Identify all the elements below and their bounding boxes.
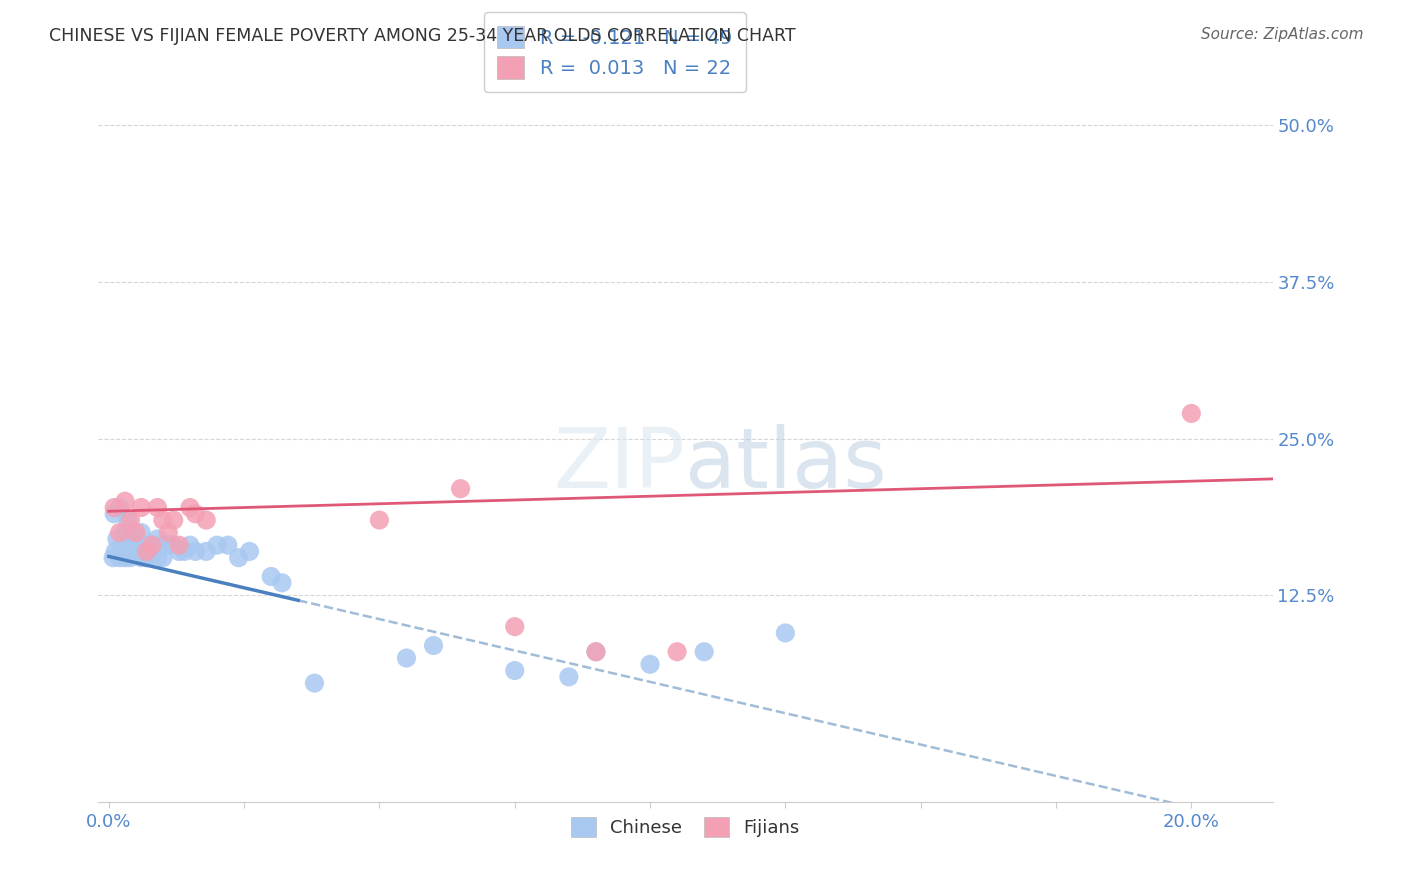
Point bbox=[103, 507, 125, 521]
Point bbox=[105, 532, 128, 546]
Point bbox=[111, 538, 134, 552]
Text: ZIP: ZIP bbox=[554, 425, 685, 505]
Point bbox=[271, 575, 294, 590]
Point bbox=[146, 550, 169, 565]
Point bbox=[141, 538, 163, 552]
Point bbox=[775, 626, 797, 640]
Point bbox=[129, 500, 152, 515]
Legend: Chinese, Fijians: Chinese, Fijians bbox=[564, 809, 807, 845]
Point bbox=[152, 538, 174, 552]
Point bbox=[205, 538, 228, 552]
Point bbox=[146, 532, 169, 546]
Point bbox=[103, 500, 125, 515]
Point bbox=[114, 494, 136, 508]
Text: atlas: atlas bbox=[685, 425, 887, 505]
Point bbox=[101, 550, 124, 565]
Point bbox=[260, 569, 283, 583]
Point bbox=[129, 525, 152, 540]
Point bbox=[125, 544, 148, 558]
Point bbox=[585, 645, 607, 659]
Point bbox=[146, 500, 169, 515]
Point bbox=[179, 500, 201, 515]
Text: Source: ZipAtlas.com: Source: ZipAtlas.com bbox=[1201, 27, 1364, 42]
Point bbox=[125, 525, 148, 540]
Point bbox=[195, 513, 218, 527]
Text: CHINESE VS FIJIAN FEMALE POVERTY AMONG 25-34 YEAR OLDS CORRELATION CHART: CHINESE VS FIJIAN FEMALE POVERTY AMONG 2… bbox=[49, 27, 796, 45]
Point bbox=[135, 544, 157, 558]
Point bbox=[117, 513, 139, 527]
Point bbox=[120, 532, 142, 546]
Point bbox=[1180, 407, 1202, 421]
Point bbox=[450, 482, 472, 496]
Point bbox=[120, 550, 142, 565]
Point bbox=[638, 657, 661, 672]
Point bbox=[666, 645, 689, 659]
Point bbox=[503, 664, 526, 678]
Point bbox=[129, 550, 152, 565]
Point bbox=[184, 507, 207, 521]
Point bbox=[368, 513, 391, 527]
Point bbox=[152, 513, 174, 527]
Point bbox=[108, 525, 131, 540]
Point bbox=[122, 538, 145, 552]
Point bbox=[167, 538, 190, 552]
Point bbox=[238, 544, 260, 558]
Point bbox=[173, 544, 195, 558]
Point bbox=[163, 513, 186, 527]
Point bbox=[125, 544, 148, 558]
Point bbox=[503, 620, 526, 634]
Point bbox=[120, 513, 142, 527]
Point bbox=[141, 538, 163, 552]
Point bbox=[395, 651, 418, 665]
Point bbox=[152, 550, 174, 565]
Point bbox=[135, 550, 157, 565]
Point bbox=[585, 645, 607, 659]
Point bbox=[167, 544, 190, 558]
Point bbox=[217, 538, 239, 552]
Point bbox=[304, 676, 326, 690]
Point bbox=[163, 538, 186, 552]
Point bbox=[179, 538, 201, 552]
Point bbox=[141, 544, 163, 558]
Point bbox=[157, 525, 180, 540]
Point bbox=[195, 544, 218, 558]
Point bbox=[114, 525, 136, 540]
Point bbox=[114, 550, 136, 565]
Point bbox=[157, 538, 180, 552]
Point bbox=[228, 550, 250, 565]
Point bbox=[135, 550, 157, 565]
Point bbox=[422, 639, 444, 653]
Point bbox=[558, 670, 581, 684]
Point bbox=[135, 538, 157, 552]
Point bbox=[108, 500, 131, 515]
Point bbox=[184, 544, 207, 558]
Point bbox=[104, 544, 127, 558]
Point bbox=[108, 550, 131, 565]
Point bbox=[693, 645, 716, 659]
Point bbox=[129, 544, 152, 558]
